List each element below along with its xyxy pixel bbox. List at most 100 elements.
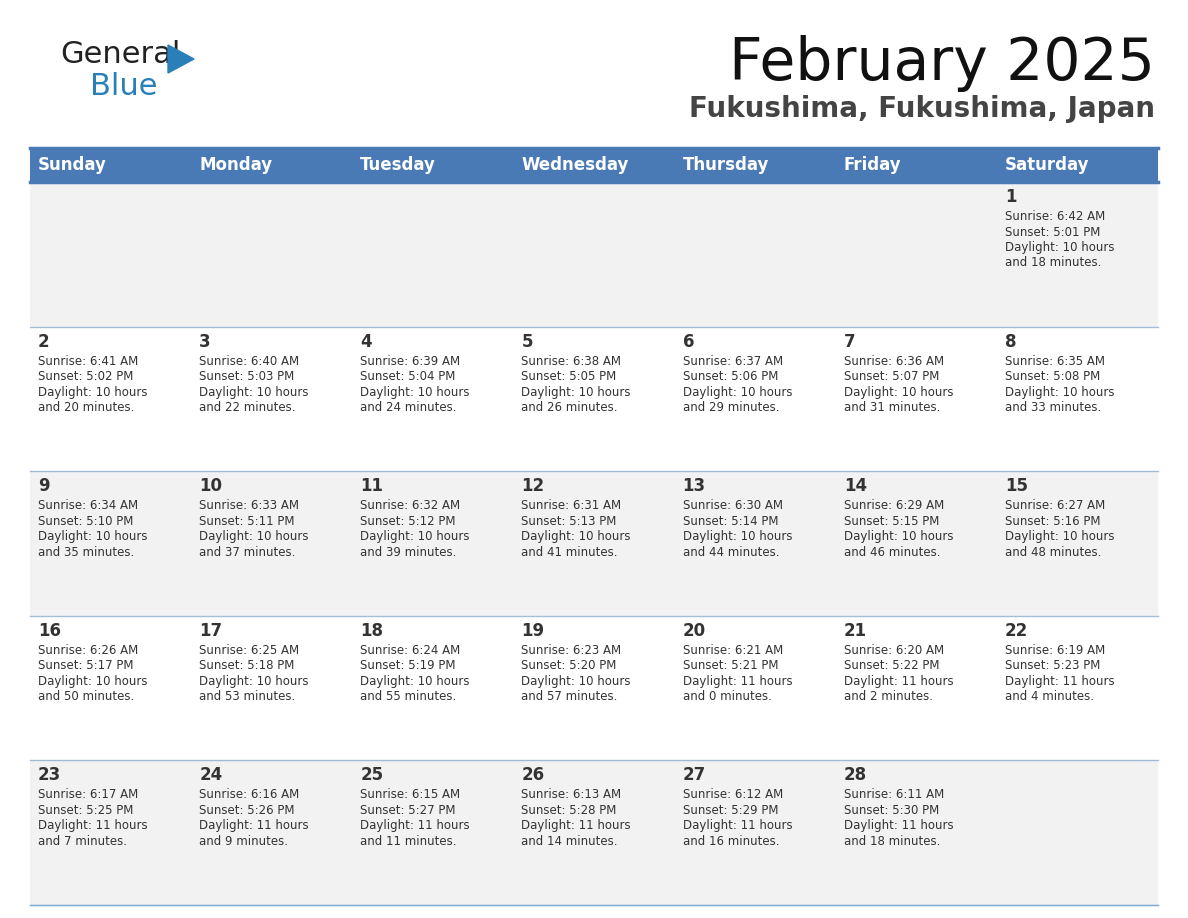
Text: 11: 11: [360, 477, 384, 495]
Text: and 16 minutes.: and 16 minutes.: [683, 834, 779, 848]
Text: Sunrise: 6:11 AM: Sunrise: 6:11 AM: [843, 789, 944, 801]
Bar: [675, 616, 835, 760]
Text: Sunset: 5:23 PM: Sunset: 5:23 PM: [1005, 659, 1100, 672]
Text: Daylight: 11 hours: Daylight: 11 hours: [843, 675, 953, 688]
Text: Sunset: 5:11 PM: Sunset: 5:11 PM: [200, 515, 295, 528]
Text: Sunset: 5:19 PM: Sunset: 5:19 PM: [360, 659, 456, 672]
Text: 23: 23: [38, 767, 62, 784]
Bar: [675, 148, 835, 182]
Text: Sunrise: 6:41 AM: Sunrise: 6:41 AM: [38, 354, 138, 367]
Text: 25: 25: [360, 767, 384, 784]
Text: Daylight: 11 hours: Daylight: 11 hours: [1005, 675, 1114, 688]
Text: 16: 16: [38, 621, 61, 640]
Text: and 55 minutes.: and 55 minutes.: [360, 690, 456, 703]
Text: and 22 minutes.: and 22 minutes.: [200, 401, 296, 414]
Text: and 29 minutes.: and 29 minutes.: [683, 401, 779, 414]
Text: Sunrise: 6:29 AM: Sunrise: 6:29 AM: [843, 499, 944, 512]
Text: 18: 18: [360, 621, 384, 640]
Text: and 4 minutes.: and 4 minutes.: [1005, 690, 1094, 703]
Text: and 7 minutes.: and 7 minutes.: [38, 834, 127, 848]
Text: Sunrise: 6:27 AM: Sunrise: 6:27 AM: [1005, 499, 1105, 512]
Text: Daylight: 11 hours: Daylight: 11 hours: [360, 820, 470, 833]
Bar: [191, 327, 353, 471]
Text: 24: 24: [200, 767, 222, 784]
Text: and 33 minutes.: and 33 minutes.: [1005, 401, 1101, 414]
Bar: [835, 471, 997, 616]
Text: and 0 minutes.: and 0 minutes.: [683, 690, 771, 703]
Text: Sunset: 5:08 PM: Sunset: 5:08 PM: [1005, 370, 1100, 383]
Text: Daylight: 10 hours: Daylight: 10 hours: [200, 386, 309, 398]
Text: Sunset: 5:01 PM: Sunset: 5:01 PM: [1005, 226, 1100, 239]
Text: Sunrise: 6:32 AM: Sunrise: 6:32 AM: [360, 499, 461, 512]
Text: Sunrise: 6:23 AM: Sunrise: 6:23 AM: [522, 644, 621, 656]
Text: Sunset: 5:10 PM: Sunset: 5:10 PM: [38, 515, 133, 528]
Bar: [835, 182, 997, 327]
Bar: [997, 182, 1158, 327]
Text: Daylight: 10 hours: Daylight: 10 hours: [843, 386, 953, 398]
Text: 10: 10: [200, 477, 222, 495]
Text: Sunset: 5:15 PM: Sunset: 5:15 PM: [843, 515, 939, 528]
Bar: [997, 471, 1158, 616]
Text: 8: 8: [1005, 332, 1017, 351]
Text: Tuesday: Tuesday: [360, 156, 436, 174]
Text: Sunset: 5:02 PM: Sunset: 5:02 PM: [38, 370, 133, 383]
Bar: [353, 760, 513, 905]
Text: 28: 28: [843, 767, 867, 784]
Bar: [835, 616, 997, 760]
Text: February 2025: February 2025: [729, 35, 1155, 92]
Text: Sunrise: 6:36 AM: Sunrise: 6:36 AM: [843, 354, 943, 367]
Text: 21: 21: [843, 621, 867, 640]
Bar: [675, 182, 835, 327]
Bar: [513, 616, 675, 760]
Text: and 50 minutes.: and 50 minutes.: [38, 690, 134, 703]
Text: and 57 minutes.: and 57 minutes.: [522, 690, 618, 703]
Text: Sunrise: 6:31 AM: Sunrise: 6:31 AM: [522, 499, 621, 512]
Text: Daylight: 11 hours: Daylight: 11 hours: [683, 820, 792, 833]
Bar: [997, 148, 1158, 182]
Bar: [353, 616, 513, 760]
Text: and 9 minutes.: and 9 minutes.: [200, 834, 289, 848]
Bar: [30, 471, 191, 616]
Text: Sunset: 5:28 PM: Sunset: 5:28 PM: [522, 804, 617, 817]
Text: 5: 5: [522, 332, 533, 351]
Bar: [191, 760, 353, 905]
Text: Daylight: 11 hours: Daylight: 11 hours: [843, 820, 953, 833]
Bar: [513, 327, 675, 471]
Text: Sunset: 5:20 PM: Sunset: 5:20 PM: [522, 659, 617, 672]
Bar: [353, 148, 513, 182]
Text: Sunrise: 6:35 AM: Sunrise: 6:35 AM: [1005, 354, 1105, 367]
Text: Thursday: Thursday: [683, 156, 769, 174]
Text: and 26 minutes.: and 26 minutes.: [522, 401, 618, 414]
Text: and 48 minutes.: and 48 minutes.: [1005, 545, 1101, 559]
Text: 17: 17: [200, 621, 222, 640]
Bar: [835, 327, 997, 471]
Bar: [30, 616, 191, 760]
Text: 20: 20: [683, 621, 706, 640]
Text: and 2 minutes.: and 2 minutes.: [843, 690, 933, 703]
Bar: [997, 760, 1158, 905]
Text: Daylight: 10 hours: Daylight: 10 hours: [360, 531, 469, 543]
Text: 19: 19: [522, 621, 544, 640]
Text: Sunrise: 6:19 AM: Sunrise: 6:19 AM: [1005, 644, 1105, 656]
Text: General: General: [61, 40, 181, 69]
Text: and 31 minutes.: and 31 minutes.: [843, 401, 940, 414]
Text: Daylight: 10 hours: Daylight: 10 hours: [1005, 241, 1114, 254]
Text: Daylight: 10 hours: Daylight: 10 hours: [360, 675, 469, 688]
Text: Sunrise: 6:13 AM: Sunrise: 6:13 AM: [522, 789, 621, 801]
Text: and 11 minutes.: and 11 minutes.: [360, 834, 456, 848]
Polygon shape: [168, 45, 194, 73]
Text: Daylight: 10 hours: Daylight: 10 hours: [360, 386, 469, 398]
Text: 1: 1: [1005, 188, 1017, 206]
Text: Sunrise: 6:21 AM: Sunrise: 6:21 AM: [683, 644, 783, 656]
Bar: [191, 471, 353, 616]
Text: Daylight: 10 hours: Daylight: 10 hours: [522, 386, 631, 398]
Text: and 35 minutes.: and 35 minutes.: [38, 545, 134, 559]
Text: Sunrise: 6:40 AM: Sunrise: 6:40 AM: [200, 354, 299, 367]
Text: Sunrise: 6:37 AM: Sunrise: 6:37 AM: [683, 354, 783, 367]
Text: 27: 27: [683, 767, 706, 784]
Text: 3: 3: [200, 332, 210, 351]
Text: 6: 6: [683, 332, 694, 351]
Bar: [513, 760, 675, 905]
Text: Daylight: 11 hours: Daylight: 11 hours: [522, 820, 631, 833]
Text: 7: 7: [843, 332, 855, 351]
